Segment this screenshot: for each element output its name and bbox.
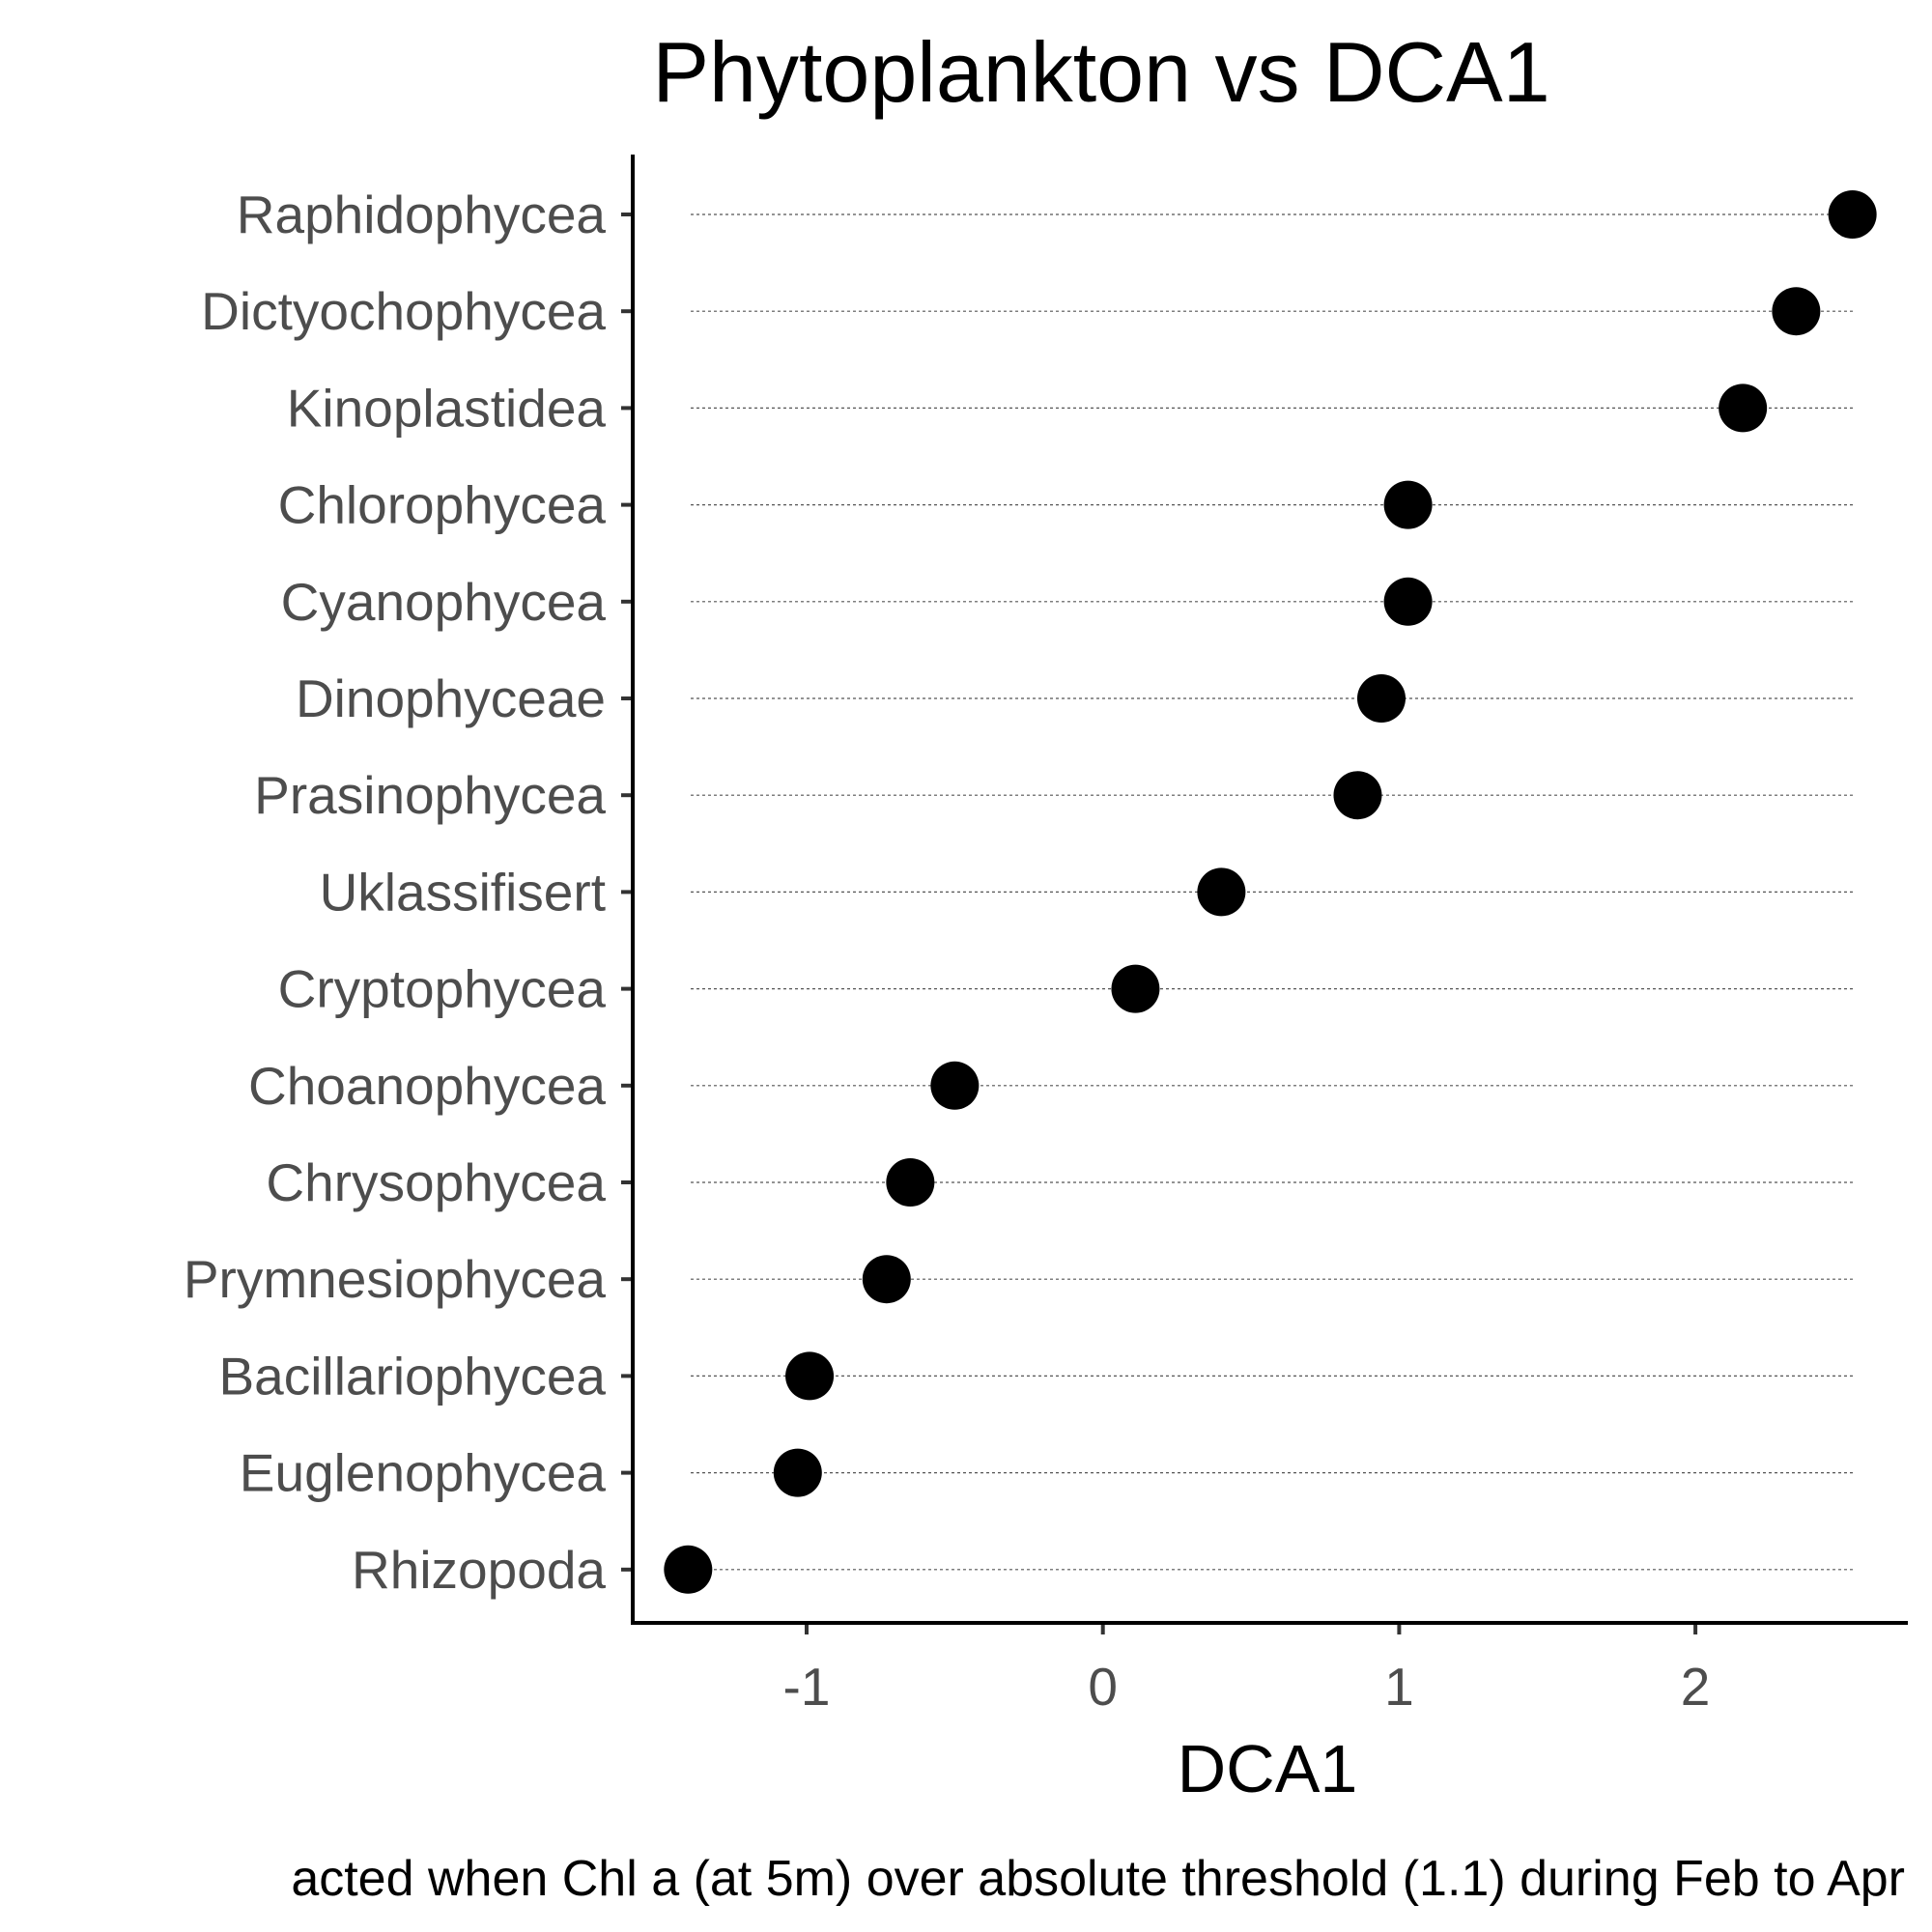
chart-title: Phytoplankton vs DCA1: [652, 24, 1549, 120]
y-tick-label: Prasinophycea: [254, 765, 606, 825]
y-tick-label: Kinoplastidea: [287, 378, 607, 438]
y-tick-label: Cryptophycea: [278, 959, 607, 1019]
data-point: [930, 1061, 980, 1110]
y-tick-label: Euglenophycea: [240, 1443, 607, 1503]
data-point: [1111, 964, 1160, 1013]
data-point: [785, 1351, 835, 1401]
x-axis-ticks: -1 0 1 2: [783, 1623, 1711, 1717]
y-tick-label: Prymnesiophycea: [184, 1249, 607, 1309]
data-point: [1772, 287, 1821, 336]
data-point: [664, 1545, 713, 1594]
y-tick-label: Dictyochophycea: [201, 281, 606, 341]
y-tick-label: Choanophycea: [248, 1056, 606, 1116]
y-tick-label: Uklassifisert: [320, 862, 606, 922]
data-point: [773, 1448, 822, 1497]
y-tick-label: Chlorophycea: [278, 475, 607, 535]
data-point: [1197, 867, 1246, 917]
y-tick-label: Dinophyceae: [296, 668, 606, 728]
x-tick-label: -1: [783, 1657, 831, 1717]
data-point: [1356, 674, 1406, 723]
data-point: [1383, 480, 1433, 529]
y-tick-label: Chrysophycea: [266, 1152, 606, 1212]
data-point: [1828, 190, 1877, 239]
x-tick-label: 1: [1384, 1657, 1414, 1717]
y-axis-ticks: Raphidophycea Dictyochophycea Kinoplastide…: [184, 185, 633, 1600]
data-points: [664, 190, 1877, 1594]
data-point: [886, 1158, 935, 1207]
data-point: [1719, 384, 1768, 433]
x-axis-title: DCA1: [1178, 1731, 1358, 1806]
x-tick-label: 2: [1681, 1657, 1711, 1717]
data-point: [1383, 577, 1433, 626]
y-tick-label: Rhizopoda: [352, 1540, 606, 1600]
y-tick-label: Raphidophycea: [237, 185, 607, 244]
x-tick-label: 0: [1088, 1657, 1118, 1717]
chart-caption: acted when Chl a (at 5m) over absolute t…: [291, 1851, 1905, 1907]
y-tick-label: Cyanophycea: [281, 572, 607, 632]
y-tick-label: Bacillariophycea: [219, 1346, 607, 1406]
guide-lines: [691, 213, 1853, 1571]
data-point: [1333, 771, 1382, 820]
data-point: [862, 1255, 911, 1304]
